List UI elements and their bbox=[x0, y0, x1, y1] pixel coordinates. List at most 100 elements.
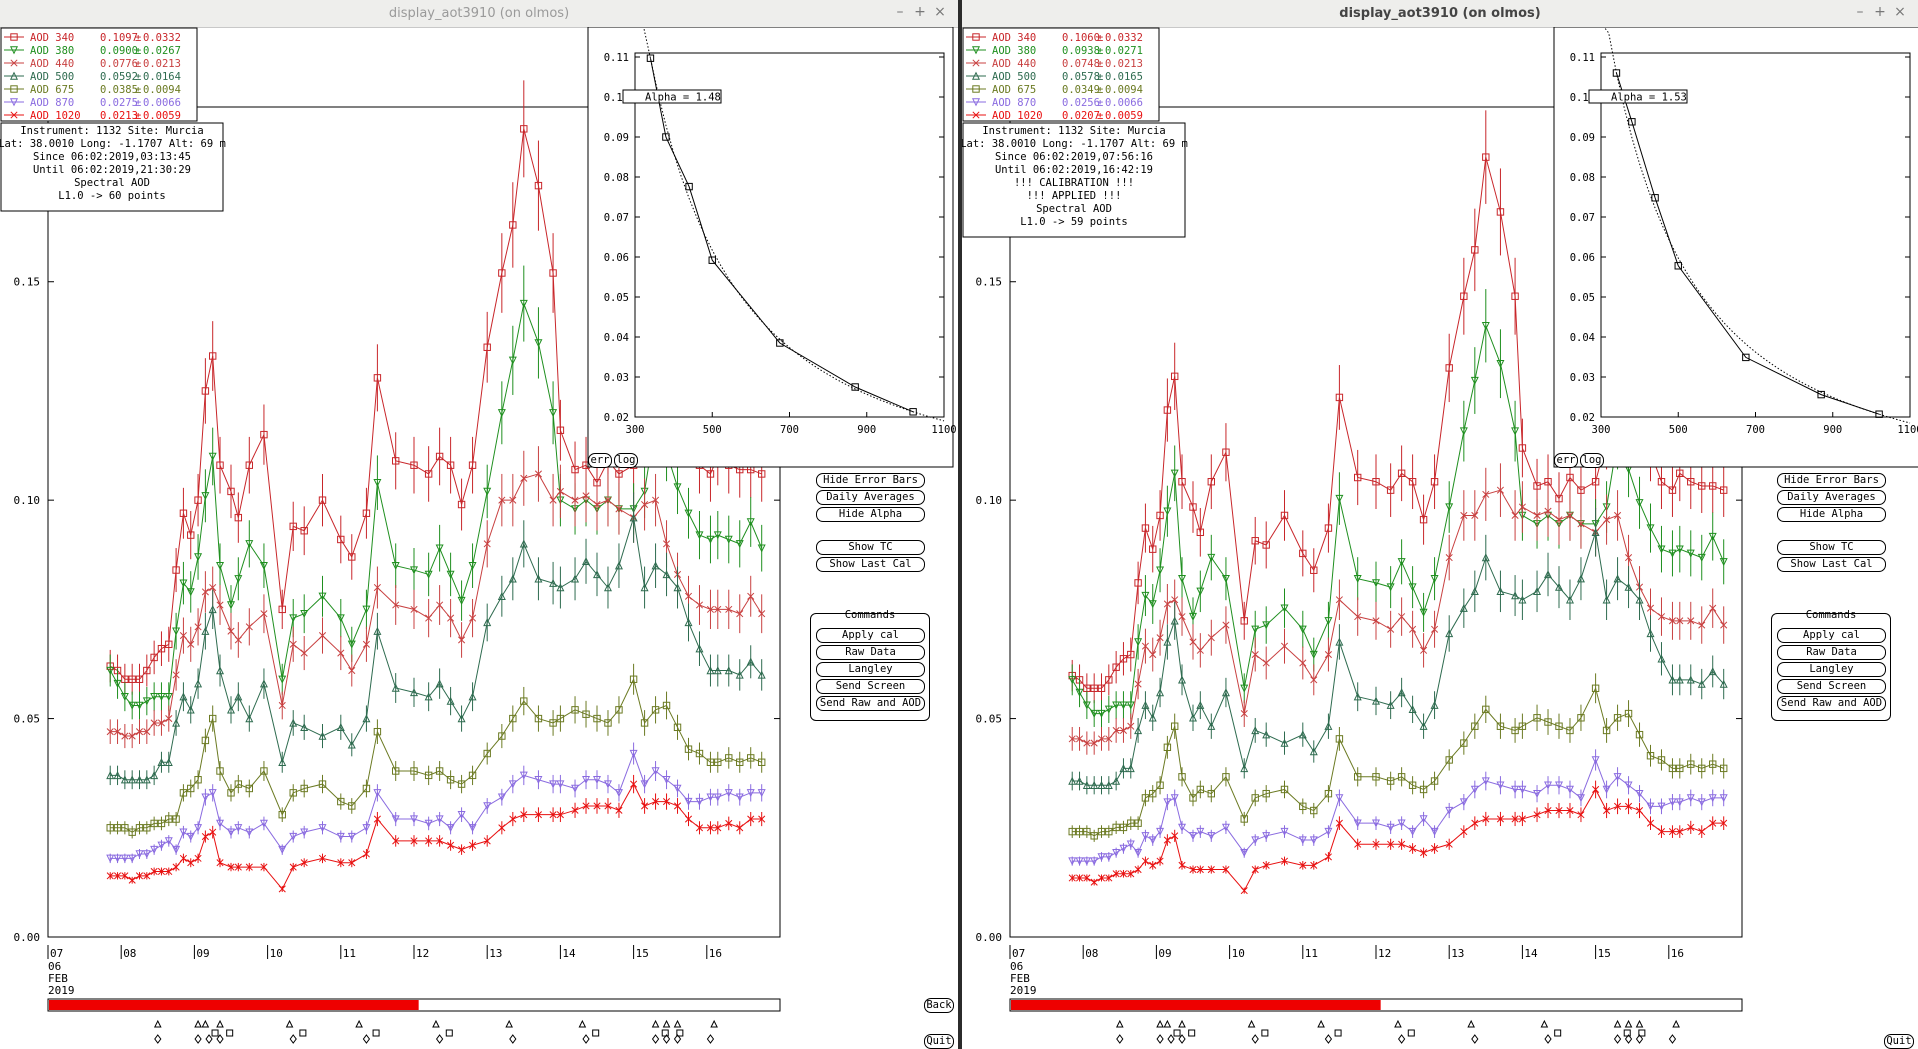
data-point bbox=[1240, 815, 1248, 823]
maximize-icon[interactable]: + bbox=[914, 4, 926, 20]
data-point bbox=[1708, 532, 1717, 541]
data-point bbox=[1470, 785, 1479, 794]
inset-x-tick-label: 300 bbox=[1592, 424, 1611, 436]
x-tick-label: 08 bbox=[123, 947, 136, 960]
command-raw-data[interactable]: Raw Data bbox=[1777, 645, 1886, 660]
back-button[interactable]: Back bbox=[924, 998, 954, 1013]
y-tick-label: 0.05 bbox=[14, 713, 41, 726]
side-button-show-last-cal[interactable]: Show Last Cal bbox=[816, 557, 925, 572]
data-point bbox=[1068, 827, 1076, 836]
inset-log-button[interactable]: log bbox=[614, 453, 638, 468]
inset-err-button[interactable]: err bbox=[1554, 453, 1578, 468]
data-point bbox=[336, 614, 345, 623]
data-point bbox=[1496, 208, 1505, 216]
data-point bbox=[1324, 617, 1333, 626]
command-apply-cal[interactable]: Apply cal bbox=[816, 628, 925, 643]
command-send-screen[interactable]: Send Screen bbox=[816, 679, 925, 694]
data-point bbox=[640, 719, 649, 727]
data-point bbox=[1280, 857, 1289, 865]
legend-name: AOD 380 bbox=[992, 45, 1036, 57]
data-point bbox=[113, 854, 122, 863]
data-point bbox=[278, 675, 287, 684]
data-point bbox=[1134, 680, 1142, 688]
data-point bbox=[1635, 730, 1644, 739]
data-point bbox=[1577, 486, 1585, 494]
inset-y-tick-label: 0.06 bbox=[1570, 252, 1595, 264]
time-range-bar[interactable] bbox=[1009, 998, 1743, 1044]
data-point bbox=[172, 566, 180, 574]
data-point bbox=[1188, 713, 1198, 722]
data-point bbox=[1720, 621, 1728, 629]
legend-marker bbox=[972, 111, 980, 119]
inset-err-button[interactable]: err bbox=[588, 453, 612, 468]
data-point bbox=[1554, 582, 1564, 591]
close-icon[interactable]: × bbox=[934, 4, 946, 20]
data-point bbox=[1119, 726, 1128, 734]
x-date-label: FEB bbox=[1010, 972, 1030, 985]
quit-button[interactable]: Quit bbox=[924, 1034, 954, 1049]
data-point bbox=[757, 670, 766, 679]
data-point bbox=[1668, 486, 1677, 494]
time-range-bar[interactable] bbox=[47, 998, 781, 1044]
legend-plus-minus: ± bbox=[135, 84, 141, 96]
data-point bbox=[571, 465, 579, 474]
x-date-label: FEB bbox=[48, 972, 68, 985]
data-point bbox=[673, 723, 682, 732]
time-range-fill bbox=[1011, 1000, 1381, 1010]
data-point bbox=[1104, 853, 1113, 862]
data-point bbox=[318, 632, 327, 640]
side-button-hide-alpha[interactable]: Hide Alpha bbox=[816, 507, 925, 522]
data-point bbox=[1387, 625, 1395, 633]
data-point bbox=[1310, 676, 1318, 684]
y-tick-label: 0.00 bbox=[976, 931, 1003, 944]
data-point bbox=[1372, 478, 1380, 486]
legend: AOD 340 0.1097 0.0332±AOD 380 0.0900 0.0267±… bbox=[0, 27, 198, 122]
minimize-icon[interactable]: – bbox=[1856, 4, 1864, 20]
data-point bbox=[128, 775, 137, 784]
side-button-hide-alpha[interactable]: Hide Alpha bbox=[1777, 507, 1886, 522]
data-point bbox=[469, 614, 477, 622]
data-point bbox=[1207, 553, 1216, 562]
data-point bbox=[1310, 861, 1318, 869]
command-send-raw-and-aod[interactable]: Send Raw and AOD bbox=[816, 696, 925, 711]
data-point bbox=[128, 732, 136, 740]
command-send-raw-and-aod[interactable]: Send Raw and AOD bbox=[1777, 696, 1886, 711]
legend-mean: 0.0213 bbox=[100, 110, 138, 122]
data-point bbox=[1482, 815, 1490, 823]
data-point bbox=[300, 610, 309, 619]
data-point bbox=[318, 496, 327, 504]
legend-marker bbox=[972, 59, 980, 67]
data-point bbox=[457, 714, 466, 723]
data-point bbox=[1566, 806, 1574, 815]
side-button-show-tc[interactable]: Show TC bbox=[1777, 540, 1886, 555]
data-point bbox=[483, 618, 492, 627]
maximize-icon[interactable]: + bbox=[1874, 4, 1886, 20]
inset-log-button[interactable]: log bbox=[1580, 453, 1604, 468]
data-point bbox=[142, 697, 151, 706]
command-raw-data[interactable]: Raw Data bbox=[816, 645, 925, 660]
inset-fit-curve bbox=[643, 27, 945, 422]
side-button-daily-averages[interactable]: Daily Averages bbox=[816, 490, 925, 505]
side-button-hide-error-bars[interactable]: Hide Error Bars bbox=[816, 473, 925, 488]
data-point bbox=[1719, 794, 1728, 803]
x-date-label: 2019 bbox=[1010, 984, 1037, 997]
minimize-icon[interactable]: – bbox=[896, 4, 904, 20]
data-point bbox=[234, 575, 243, 584]
data-point bbox=[106, 824, 114, 832]
close-icon[interactable]: × bbox=[1894, 4, 1906, 20]
data-point bbox=[509, 496, 517, 504]
data-point bbox=[1668, 675, 1677, 684]
data-point bbox=[337, 859, 345, 867]
command-langley[interactable]: Langley bbox=[816, 662, 925, 677]
commands-label: Commands bbox=[1805, 609, 1857, 621]
side-button-daily-averages[interactable]: Daily Averages bbox=[1777, 490, 1886, 505]
command-langley[interactable]: Langley bbox=[1777, 662, 1886, 677]
command-send-screen[interactable]: Send Screen bbox=[1777, 679, 1886, 694]
data-point bbox=[391, 683, 400, 692]
side-button-hide-error-bars[interactable]: Hide Error Bars bbox=[1777, 473, 1886, 488]
side-button-show-tc[interactable]: Show TC bbox=[816, 540, 925, 555]
command-apply-cal[interactable]: Apply cal bbox=[1777, 628, 1886, 643]
quit-button[interactable]: Quit bbox=[1884, 1034, 1914, 1049]
side-button-show-last-cal[interactable]: Show Last Cal bbox=[1777, 557, 1886, 572]
data-point bbox=[392, 457, 400, 465]
